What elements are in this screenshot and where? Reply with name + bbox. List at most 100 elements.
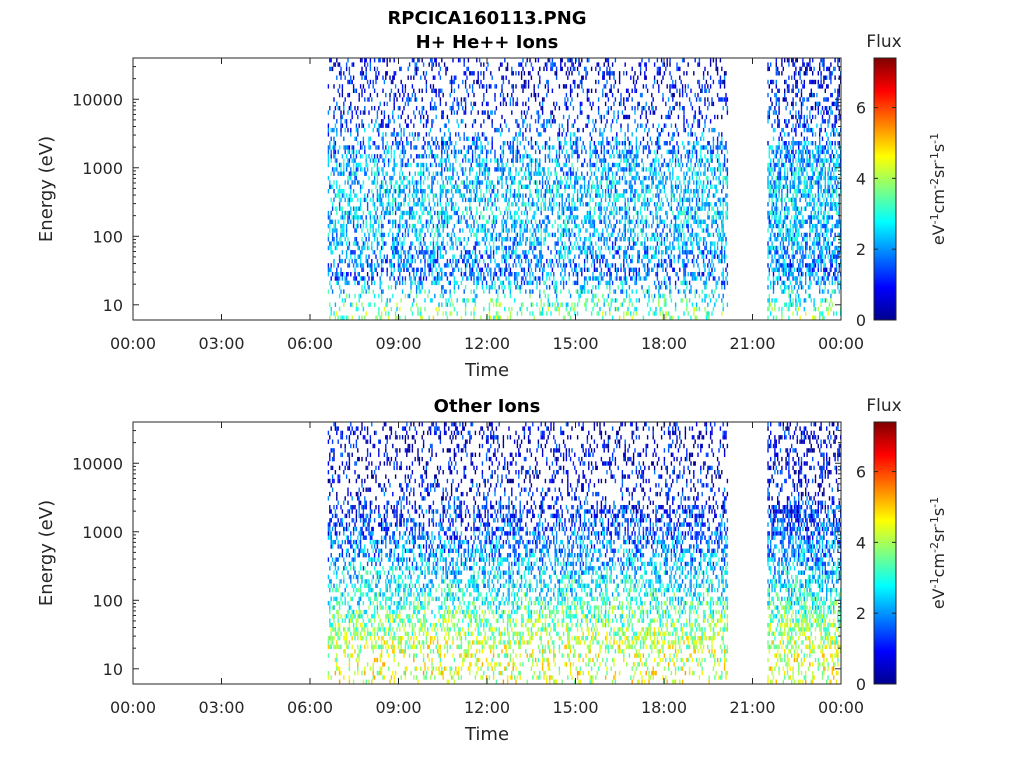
flux-cell	[497, 175, 499, 181]
flux-cell	[666, 84, 668, 89]
flux-cell	[462, 197, 464, 203]
flux-cell	[431, 184, 433, 189]
flux-cell	[516, 210, 519, 216]
flux-cell	[536, 141, 538, 146]
flux-cell	[653, 171, 656, 176]
flux-cell	[359, 145, 362, 150]
flux-cell	[361, 245, 363, 251]
flux-cell	[327, 272, 330, 277]
flux-cell	[575, 237, 577, 242]
flux-cell	[660, 263, 663, 268]
flux-cell	[534, 263, 537, 268]
flux-cell	[568, 219, 570, 224]
flux-cell	[399, 189, 401, 194]
flux-cell	[498, 180, 500, 185]
flux-cell	[443, 149, 446, 155]
flux-cell	[499, 62, 502, 67]
flux-cell	[526, 228, 528, 233]
flux-cell	[508, 79, 510, 85]
flux-cell	[631, 189, 633, 194]
flux-cell	[596, 149, 598, 155]
flux-cell	[450, 110, 453, 115]
flux-cell	[334, 158, 337, 163]
flux-cell	[400, 180, 402, 185]
flux-cell	[662, 175, 664, 181]
flux-cell	[610, 167, 612, 172]
flux-cell	[641, 228, 643, 233]
flux-cell	[457, 149, 460, 155]
flux-cell	[350, 272, 352, 277]
flux-cell	[662, 75, 664, 80]
flux-cell	[487, 171, 489, 176]
flux-cell	[639, 219, 642, 224]
flux-cell	[547, 302, 549, 307]
flux-cell	[554, 171, 556, 176]
flux-cell	[382, 267, 384, 272]
flux-cell	[551, 223, 554, 229]
flux-cell	[585, 215, 587, 220]
flux-cell	[338, 276, 341, 281]
flux-cell	[460, 119, 463, 124]
flux-cell	[373, 215, 376, 220]
flux-cell	[382, 206, 384, 211]
flux-cell	[530, 267, 533, 272]
flux-cell	[432, 88, 435, 93]
flux-cell	[543, 202, 545, 207]
flux-cell	[390, 184, 393, 189]
flux-cell	[448, 189, 450, 194]
flux-cell	[373, 267, 376, 272]
flux-cell	[635, 88, 638, 93]
flux-cell	[438, 263, 440, 268]
flux-cell	[618, 175, 621, 181]
flux-cell	[418, 280, 421, 286]
flux-cell	[361, 315, 363, 320]
flux-cell	[672, 193, 674, 198]
flux-cell	[392, 175, 394, 181]
flux-cell	[459, 136, 461, 141]
flux-cell	[441, 141, 443, 146]
flux-cell	[427, 258, 429, 264]
flux-cell	[672, 184, 674, 189]
flux-cell	[628, 223, 631, 229]
flux-cell	[610, 210, 612, 216]
flux-cell	[383, 241, 386, 246]
flux-cell	[471, 158, 474, 163]
flux-cell	[651, 184, 653, 189]
flux-cell	[429, 162, 432, 168]
flux-cell	[662, 228, 664, 233]
flux-cell	[467, 197, 470, 203]
flux-cell	[627, 311, 629, 316]
flux-cell	[638, 267, 640, 272]
flux-cell	[329, 228, 331, 233]
flux-cell	[394, 210, 397, 216]
flux-cell	[600, 197, 603, 203]
flux-cell	[555, 258, 558, 264]
flux-cell	[578, 263, 580, 268]
flux-cell	[457, 206, 460, 211]
flux-cell	[501, 241, 503, 246]
flux-cell	[501, 149, 503, 155]
flux-cell	[435, 88, 437, 93]
flux-cell	[364, 75, 366, 80]
flux-cell	[547, 180, 549, 185]
flux-cell	[497, 311, 499, 316]
flux-cell	[471, 272, 474, 277]
flux-cell	[653, 75, 656, 80]
flux-cell	[670, 149, 673, 155]
flux-cell	[581, 267, 583, 272]
flux-cell	[382, 237, 384, 242]
flux-cell	[534, 180, 537, 185]
flux-cell	[379, 215, 381, 220]
flux-cell	[327, 223, 330, 229]
flux-cell	[464, 206, 467, 211]
flux-cell	[429, 263, 432, 268]
flux-cell	[442, 228, 444, 233]
flux-cell	[635, 175, 638, 181]
flux-cell	[635, 210, 638, 216]
flux-cell	[443, 184, 446, 189]
flux-cell	[631, 167, 633, 172]
flux-cell	[452, 202, 454, 207]
flux-cell	[516, 149, 519, 155]
flux-cell	[463, 71, 465, 76]
flux-cell	[427, 250, 429, 255]
